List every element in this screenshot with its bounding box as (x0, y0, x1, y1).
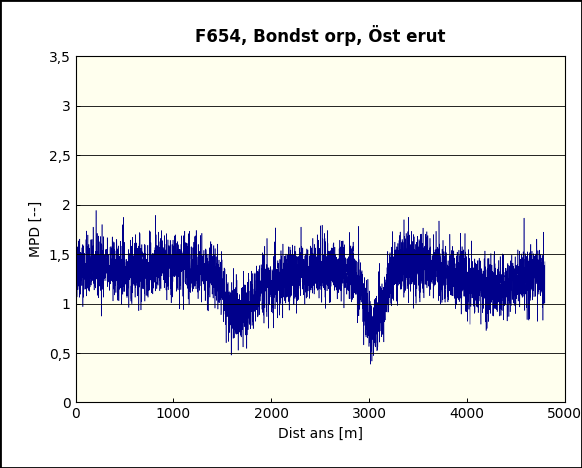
Title: F654, Bondst orp, Öst erut: F654, Bondst orp, Öst erut (195, 25, 445, 46)
Y-axis label: MPD [--]: MPD [--] (29, 201, 43, 257)
X-axis label: Dist ans [m]: Dist ans [m] (278, 427, 363, 441)
